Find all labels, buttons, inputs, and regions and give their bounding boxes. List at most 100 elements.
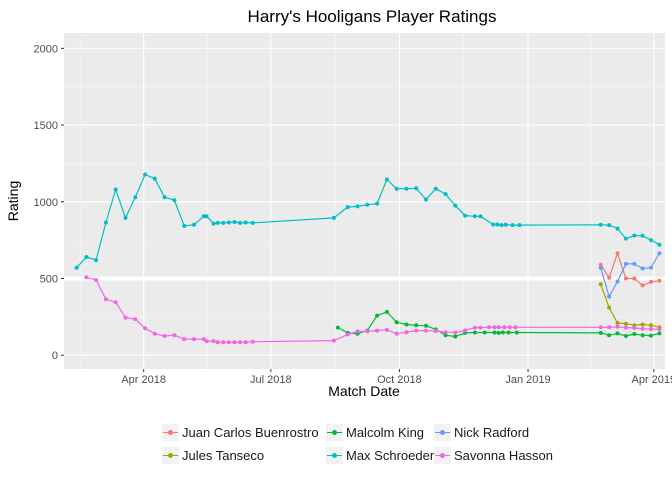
series-line <box>86 276 660 343</box>
data-point <box>201 337 206 342</box>
data-point <box>632 276 637 281</box>
data-point <box>182 223 187 228</box>
data-point <box>615 321 620 325</box>
data-point <box>162 195 167 200</box>
y-tick-label: 0 <box>52 350 58 362</box>
data-point <box>143 326 148 331</box>
data-point <box>394 320 399 325</box>
data-point <box>331 215 336 220</box>
data-point <box>250 339 255 344</box>
data-point <box>649 323 653 328</box>
data-point <box>424 328 428 333</box>
data-point <box>657 331 662 336</box>
data-point <box>162 334 167 338</box>
data-point <box>640 333 645 338</box>
data-point <box>496 330 501 335</box>
data-point <box>384 177 389 182</box>
data-point <box>215 220 220 225</box>
data-point <box>204 214 209 219</box>
data-point <box>243 220 248 225</box>
legend-item: Nick Radford <box>434 422 529 442</box>
data-point <box>238 340 243 345</box>
data-point <box>345 332 350 337</box>
data-point <box>607 325 612 330</box>
data-point <box>94 258 99 263</box>
data-point <box>133 317 138 322</box>
legend: Juan Carlos Buenrostro Jules Tanseco Malco… <box>162 422 582 466</box>
legend-label: Nick Radford <box>454 424 530 440</box>
data-point <box>404 186 409 191</box>
data-point <box>355 329 360 334</box>
legend-item: Juan Carlos Buenrostro <box>162 422 319 442</box>
data-point <box>335 325 340 330</box>
data-point <box>250 220 255 225</box>
data-point <box>201 214 206 219</box>
data-point <box>394 331 399 336</box>
data-point <box>623 261 628 266</box>
data-point <box>649 279 653 284</box>
data-point <box>453 330 458 335</box>
data-point <box>221 340 226 345</box>
x-tick-label: Oct 2018 <box>377 374 422 386</box>
data-point <box>433 329 438 333</box>
data-point <box>478 214 483 219</box>
data-point <box>478 325 483 330</box>
data-point <box>514 330 519 335</box>
data-point <box>649 327 653 332</box>
data-point <box>84 255 89 259</box>
data-point <box>152 331 157 336</box>
x-tick-label: Jan 2019 <box>505 374 550 386</box>
data-point <box>221 220 226 225</box>
data-point <box>598 282 603 287</box>
data-point <box>649 333 653 338</box>
data-point <box>472 325 477 330</box>
data-point <box>152 176 157 181</box>
data-point <box>355 204 360 209</box>
data-point <box>243 340 248 345</box>
data-point <box>433 186 438 191</box>
data-point <box>640 326 645 331</box>
data-point <box>232 220 237 224</box>
data-point <box>517 223 522 228</box>
data-point <box>615 331 620 336</box>
data-point <box>192 222 196 227</box>
data-point <box>375 313 380 318</box>
data-point <box>345 205 350 210</box>
data-point <box>486 325 491 330</box>
data-point <box>182 337 187 342</box>
data-point <box>424 323 428 328</box>
data-point <box>453 334 458 339</box>
data-point <box>615 279 620 284</box>
data-point <box>632 261 637 266</box>
data-point <box>331 338 336 343</box>
data-point <box>607 275 612 280</box>
data-point <box>123 315 128 320</box>
ratings-chart: Harry's Hooligans Player Ratings 0 500 100… <box>5 7 672 399</box>
legend-label: Malcolm King <box>346 424 425 440</box>
data-point <box>496 325 501 330</box>
data-point <box>632 325 637 330</box>
data-point <box>615 226 620 231</box>
data-point <box>74 265 79 270</box>
data-point <box>133 195 138 200</box>
data-point <box>607 333 612 338</box>
data-point <box>103 220 108 225</box>
data-point <box>443 192 448 197</box>
legend-item: Savonna Hasson <box>434 445 553 465</box>
series-jules-tanseco <box>598 282 662 330</box>
data-point <box>482 330 487 335</box>
data-point <box>443 333 448 338</box>
data-point <box>623 325 628 330</box>
series-layer <box>74 172 662 345</box>
data-point <box>394 186 399 191</box>
data-point <box>424 197 428 202</box>
data-point <box>94 278 99 282</box>
minor-gridlines <box>64 33 665 369</box>
data-point <box>649 238 653 243</box>
data-point <box>510 223 515 228</box>
series-malcolm-king <box>335 309 662 339</box>
data-point <box>598 222 603 227</box>
data-point <box>491 222 496 227</box>
data-point <box>502 325 507 330</box>
data-point <box>375 201 380 206</box>
